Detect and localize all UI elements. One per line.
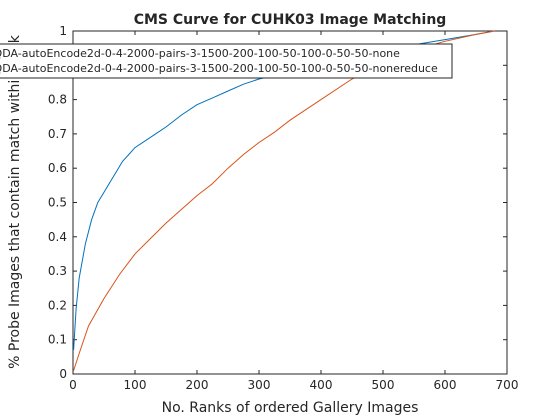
legend: XQDA-autoEncode2d-0-4-2000-pairs-3-1500-…: [0, 43, 453, 79]
x-tick-label: 300: [248, 378, 271, 392]
y-tick-label: 0.8: [48, 93, 67, 107]
chart-title: CMS Curve for CUHK03 Image Matching: [134, 12, 447, 28]
plot-area: [72, 30, 508, 375]
y-tick-label: 0.6: [48, 161, 67, 175]
x-tick-label: 200: [186, 378, 209, 392]
x-tick-label: 400: [310, 378, 333, 392]
y-tick-label: 0.3: [48, 264, 67, 278]
legend-entry-2: XQDA-autoEncode2d-0-4-2000-pairs-3-1500-…: [0, 62, 438, 75]
y-tick-label: 0.2: [48, 298, 67, 312]
y-tick-label: 1: [59, 24, 67, 38]
x-axis-ticks: 0 100 200 300 400 500 600 700: [69, 31, 518, 392]
y-tick-label: 0.5: [48, 196, 67, 210]
y-axis-label: % Probe Images that contain match within…: [7, 34, 23, 369]
y-tick-label: 0.7: [48, 127, 67, 141]
y-tick-label: 0.4: [48, 230, 67, 244]
x-tick-label: 600: [434, 378, 457, 392]
x-axis-label: No. Ranks of ordered Gallery Images: [162, 400, 419, 416]
y-tick-label: 0.1: [48, 333, 67, 347]
legend-box: [0, 43, 453, 79]
y-tick-label: 0: [59, 367, 67, 381]
legend-entry-1: XQDA-autoEncode2d-0-4-2000-pairs-3-1500-…: [0, 47, 400, 60]
x-tick-label: 500: [372, 378, 395, 392]
y-axis-ticks: 00.10.20.30.40.50.60.70.80.91: [48, 24, 507, 381]
x-tick-label: 0: [69, 378, 77, 392]
x-tick-label: 100: [124, 378, 147, 392]
x-tick-label: 700: [496, 378, 519, 392]
